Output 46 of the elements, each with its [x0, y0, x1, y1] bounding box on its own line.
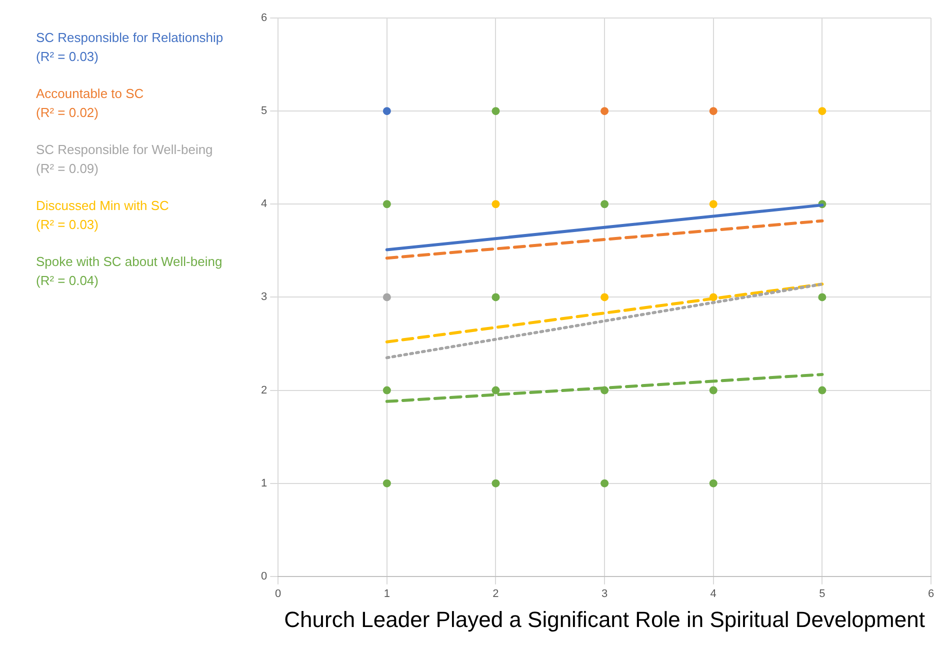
point	[818, 293, 826, 302]
point	[600, 200, 609, 208]
y-tick-label: 2	[260, 384, 268, 396]
y-tick-label: 4	[260, 198, 268, 210]
x-tick-label: 6	[928, 588, 934, 600]
point	[709, 107, 718, 116]
text: (R² = 0.09)	[36, 160, 98, 178]
y-tick-label: 5	[260, 105, 268, 118]
text: SC Responsible for Relationship	[36, 29, 224, 47]
point	[382, 293, 391, 302]
text: (R² = 0.02)	[36, 104, 98, 122]
y-tick-label: 3	[260, 291, 268, 304]
point	[818, 386, 826, 394]
point	[382, 479, 391, 488]
point	[818, 107, 826, 116]
point	[600, 293, 609, 302]
point	[709, 479, 718, 488]
point	[492, 200, 500, 208]
x-tick-label: 4	[710, 588, 716, 600]
point	[600, 107, 609, 116]
point	[382, 200, 391, 208]
point	[600, 479, 609, 488]
point	[492, 479, 500, 488]
point	[709, 386, 718, 394]
point	[492, 386, 500, 394]
text: (R² = 0.04)	[36, 272, 98, 290]
x-tick-label: 3	[601, 588, 608, 600]
x-tick-label: 2	[492, 588, 499, 600]
text: Accountable to SC	[36, 85, 144, 103]
text: (R² = 0.03)	[36, 216, 98, 234]
text: (R² = 0.03)	[36, 48, 98, 66]
point	[709, 200, 718, 208]
point	[492, 107, 500, 116]
text: Discussed Min with SC	[36, 197, 169, 215]
x-tick-label: 5	[819, 588, 826, 600]
text: Spoke with SC about Well-being	[36, 253, 222, 271]
x-axis-title: Church Leader Played a Significant Role in Spiritual Development	[284, 606, 925, 632]
y-tick-label: 6	[260, 12, 268, 24]
text: SC Responsible for Well-being	[36, 141, 213, 159]
y-tick-label: 0	[260, 570, 268, 582]
x-tick-label: 0	[275, 588, 282, 600]
x-tick-label: 1	[384, 588, 390, 600]
y-tick-label: 1	[260, 477, 268, 490]
point	[382, 386, 391, 394]
point	[492, 293, 500, 302]
point	[382, 107, 391, 116]
